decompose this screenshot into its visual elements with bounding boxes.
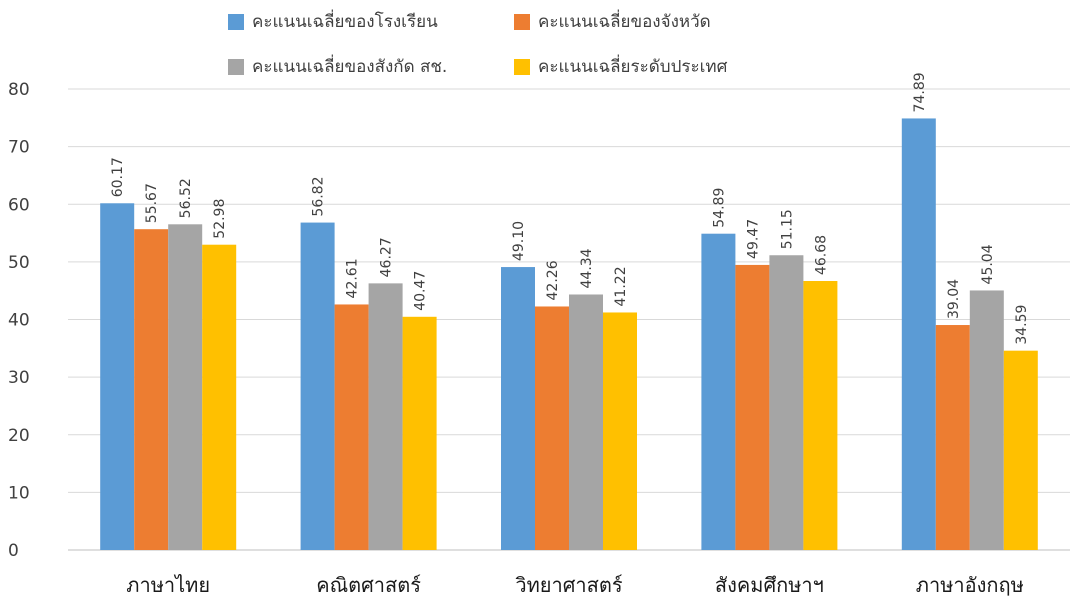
y-tick-label: 80: [8, 80, 30, 100]
data-label: 46.68: [813, 235, 829, 275]
y-tick-label: 20: [8, 426, 30, 446]
bar: [334, 304, 369, 550]
bar: [1003, 350, 1038, 550]
bar: [501, 267, 535, 550]
bar: [701, 233, 736, 550]
y-tick-label: 50: [8, 253, 30, 273]
legend-swatch-affiliation: [228, 58, 244, 75]
bar: [769, 255, 804, 551]
bar: [603, 312, 637, 550]
x-category-label: คณิตศาสตร์: [316, 573, 421, 597]
data-label: 54.89: [711, 188, 727, 228]
y-tick-label: 60: [8, 195, 30, 215]
bar: [202, 244, 237, 550]
bar: [368, 283, 403, 550]
bar: [735, 264, 770, 550]
bar: [100, 203, 135, 550]
data-label: 41.22: [613, 266, 629, 306]
data-label: 46.27: [379, 237, 395, 277]
data-label: 44.34: [579, 248, 595, 288]
bars: [100, 118, 1038, 551]
y-axis-ticks: 0 10 20 30 40 50 60 70 80: [8, 80, 30, 561]
x-category-label: วิทยาศาสตร์: [515, 573, 622, 597]
data-label: 49.47: [745, 219, 761, 259]
legend-swatch-national: [514, 58, 530, 75]
x-category-label: สังคมศึกษาฯ: [715, 573, 824, 597]
legend-item-national: คะแนนเฉลี่ยระดับประเทศ: [514, 53, 727, 80]
bar: [569, 294, 603, 550]
legend-item-province: คะแนนเฉลี่ยของจังหวัด: [514, 8, 711, 35]
data-label: 42.61: [345, 258, 361, 298]
bar: [803, 281, 838, 550]
legend-swatch-school: [228, 13, 244, 30]
data-label: 52.98: [212, 199, 228, 239]
bar: [935, 325, 970, 550]
bar: [300, 222, 335, 550]
legend-label-school: คะแนนเฉลี่ยของโรงเรียน: [252, 12, 438, 32]
bar: [134, 229, 169, 550]
bar: [969, 290, 1004, 550]
legend-label-province: คะแนนเฉลี่ยของจังหวัด: [538, 12, 711, 32]
legend-item-affiliation: คะแนนเฉลี่ยของสังกัด สช.: [228, 53, 447, 80]
data-labels: 60.17 55.67 56.52 52.98 56.82 42.61 46.27 40.47…: [110, 72, 1030, 344]
data-label: 60.17: [110, 157, 126, 197]
data-label: 55.67: [144, 183, 160, 223]
data-label: 34.59: [1014, 305, 1030, 345]
y-tick-label: 0: [8, 541, 19, 561]
data-label: 56.82: [311, 176, 327, 216]
bar: [402, 316, 437, 550]
x-category-label: ภาษาไทย: [126, 573, 210, 597]
bar: [901, 118, 936, 550]
data-label: 40.47: [413, 271, 429, 311]
data-label: 49.10: [511, 221, 527, 261]
bar: [535, 306, 569, 550]
legend-swatch-province: [514, 13, 530, 30]
data-label: 74.89: [912, 72, 928, 112]
data-label: 39.04: [946, 279, 962, 319]
data-label: 42.26: [545, 260, 561, 300]
y-tick-label: 40: [8, 311, 30, 331]
data-label: 56.52: [178, 178, 194, 218]
x-axis-categories: ภาษาไทย คณิตศาสตร์ วิทยาศาสตร์ สังคมศึกษาฯ ภ…: [126, 573, 1024, 597]
data-label: 45.04: [980, 244, 996, 284]
x-category-label: ภาษาอังกฤษ: [916, 573, 1024, 597]
data-label: 51.15: [779, 209, 795, 249]
legend-label-affiliation: คะแนนเฉลี่ยของสังกัด สช.: [252, 57, 448, 77]
bar: [168, 224, 203, 550]
y-tick-label: 30: [8, 368, 30, 388]
legend-label-national: คะแนนเฉลี่ยระดับประเทศ: [538, 57, 728, 77]
y-tick-label: 70: [8, 138, 30, 158]
legend-item-school: คะแนนเฉลี่ยของโรงเรียน: [228, 8, 438, 35]
y-tick-label: 10: [8, 483, 30, 503]
